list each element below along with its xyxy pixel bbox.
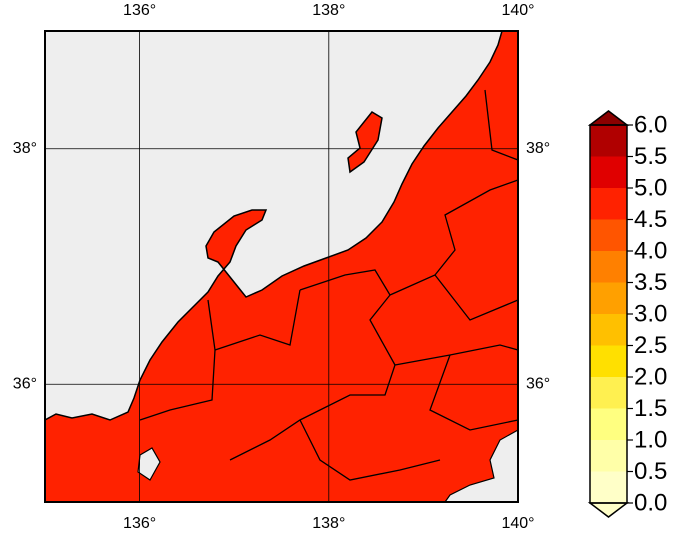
island <box>347 111 383 174</box>
y-tick-label: 38° <box>526 140 550 157</box>
colorbar-bin <box>590 251 627 283</box>
colorbar-label: 0.0 <box>634 489 667 516</box>
colorbar-label: 2.0 <box>634 363 667 390</box>
over-triangle <box>587 110 630 126</box>
colorbar-label: 4.0 <box>634 237 667 264</box>
colorbar-label: 1.0 <box>634 426 667 453</box>
axes: 136° 136° 138° 138° 140° 140° 36° 36° 38° 38° <box>13 2 550 532</box>
colorbar-bin <box>590 377 627 409</box>
colorbar: 0.0 0.5 1.0 1.5 2.0 2.5 3.0 3.5 4.0 4.5 5.0 5.5 6.0 <box>587 110 667 518</box>
x-tick-label: 138° <box>312 515 345 532</box>
colorbar-label: 5.5 <box>634 143 667 170</box>
colorbar-bin <box>590 345 627 377</box>
colorbar-bin <box>590 219 627 251</box>
colorbar-bin <box>590 188 627 220</box>
colorbar-label: 5.0 <box>634 174 667 201</box>
x-tick-label: 138° <box>312 2 345 19</box>
prefecture-borders <box>139 89 519 481</box>
x-tick-label: 136° <box>123 2 156 19</box>
map-area <box>44 30 519 503</box>
colorbar-bin <box>590 471 627 503</box>
colorbar-label: 4.5 <box>634 206 667 233</box>
x-tick-label: 140° <box>501 2 534 19</box>
y-tick-label: 36° <box>526 375 550 392</box>
colorbar-bin <box>590 314 627 346</box>
colorbar-label: 6.0 <box>634 111 667 138</box>
colorbar-bin <box>590 125 627 157</box>
colorbar-bin <box>590 408 627 440</box>
colorbar-label: 3.5 <box>634 269 667 296</box>
colorbar-label: 1.5 <box>634 395 667 422</box>
colorbar-bin <box>590 282 627 314</box>
colorbar-label: 2.5 <box>634 332 667 359</box>
y-tick-label: 38° <box>13 140 37 157</box>
colorbar-bin <box>590 156 627 188</box>
under-triangle <box>587 502 630 518</box>
colorbar-label: 0.5 <box>634 458 667 485</box>
y-tick-label: 36° <box>13 375 37 392</box>
x-tick-label: 140° <box>501 515 534 532</box>
colorbar-bin <box>590 440 627 472</box>
x-tick-label: 136° <box>123 515 156 532</box>
colorbar-label: 3.0 <box>634 300 667 327</box>
lake <box>137 447 161 481</box>
